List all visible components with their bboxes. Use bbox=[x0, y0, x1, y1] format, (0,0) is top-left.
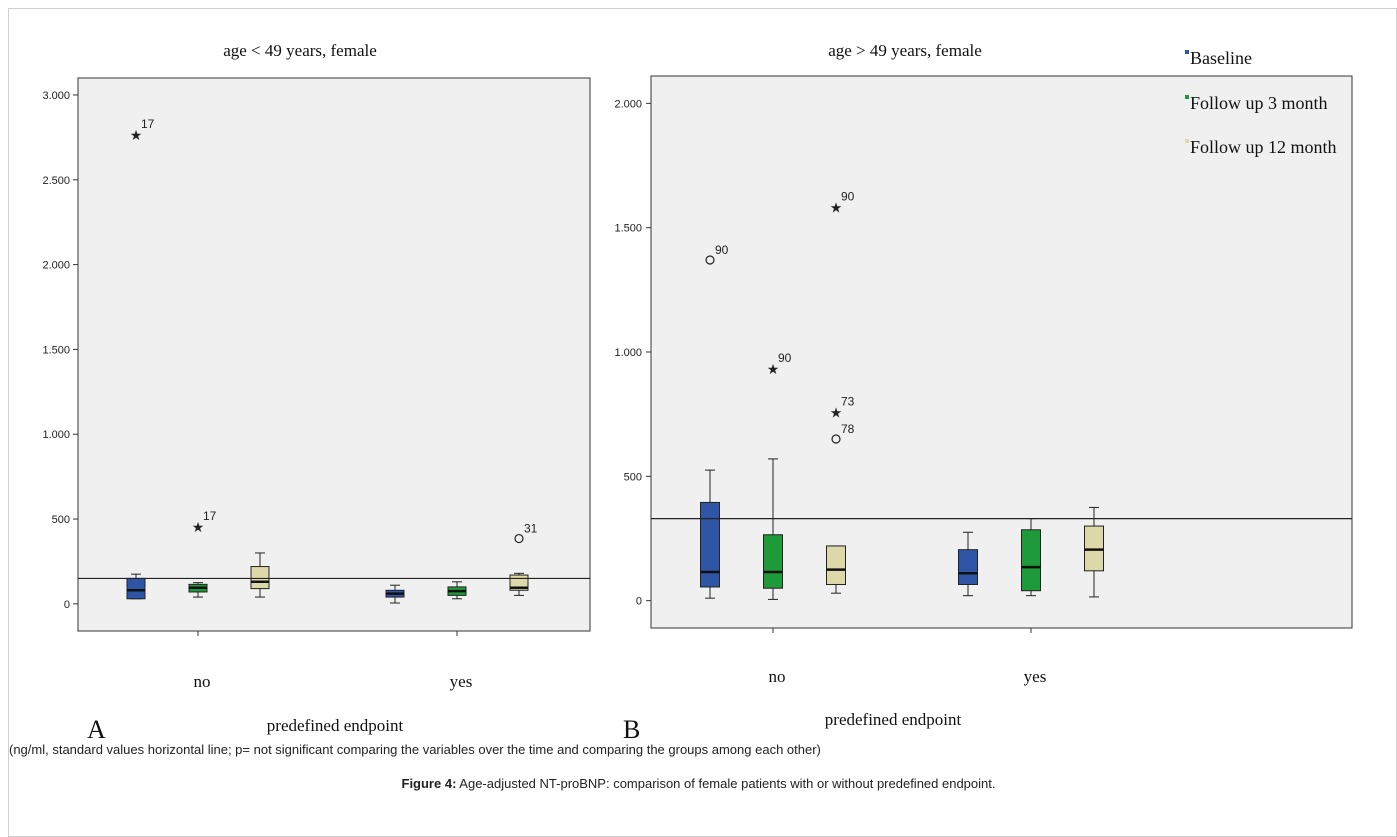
panel-a-category-label-yes: yes bbox=[450, 672, 473, 691]
caption-text: Age-adjusted NT-proBNP: comparison of fe… bbox=[456, 776, 996, 791]
panel-b-ytick-label: 2.000 bbox=[614, 98, 642, 110]
panel-a-plot-area bbox=[77, 77, 591, 632]
figure-note: (ng/ml, standard values horizontal line;… bbox=[9, 742, 821, 757]
panel-a-outlier-label: 31 bbox=[524, 522, 538, 536]
legend-swatch-1 bbox=[1185, 95, 1189, 99]
panel-b-title: age > 49 years, female bbox=[828, 41, 982, 60]
legend-swatch-2 bbox=[1185, 139, 1189, 143]
panel-b-outlier-star: ★ bbox=[830, 200, 843, 216]
panel-a-box-follow-up-12-month-no bbox=[250, 566, 270, 590]
panel-a-ytick-label: 3.000 bbox=[42, 90, 70, 102]
caption-label: Figure 4: bbox=[401, 776, 457, 791]
legend-swatch-0 bbox=[1185, 50, 1189, 54]
figure-caption: Figure 4: Age-adjusted NT-proBNP: compar… bbox=[0, 776, 1397, 791]
panel-b-outlier-label: 73 bbox=[841, 395, 855, 409]
panel-b-box-baseline-no bbox=[700, 501, 720, 588]
panel-b-box-baseline-yes bbox=[958, 549, 978, 585]
legend-label-0: Baseline bbox=[1190, 48, 1252, 68]
panel-a-outlier-label: 17 bbox=[203, 509, 217, 523]
panel-b-ytick-label: 0 bbox=[636, 596, 642, 608]
panel-b-outlier-label: 78 bbox=[841, 422, 855, 436]
panel-b-box-follow-up-3-month-yes bbox=[1021, 529, 1041, 592]
panel-a-ytick-label: 2.000 bbox=[42, 260, 70, 272]
panel-b-category-label-no: no bbox=[769, 667, 786, 686]
panel-b-letter: B bbox=[623, 715, 640, 740]
panel-a-category-label-no: no bbox=[194, 672, 211, 691]
panel-a-letter: A bbox=[87, 715, 106, 740]
panel-a-outlier-circle bbox=[514, 533, 524, 544]
panel-b-box-follow-up-12-month-no bbox=[826, 545, 846, 585]
panel-b-outlier-star: ★ bbox=[830, 405, 843, 421]
panel-b-outlier-star: ★ bbox=[767, 361, 780, 377]
panel-a-outlier-star: ★ bbox=[130, 127, 143, 143]
panel-b-ytick-label: 1.500 bbox=[614, 223, 642, 235]
panel-b-outlier-label: 90 bbox=[778, 351, 792, 365]
panel-a-title: age < 49 years, female bbox=[223, 41, 377, 60]
panel-a-outlier-star: ★ bbox=[192, 519, 205, 535]
panel-a-ytick-label: 0 bbox=[64, 599, 70, 611]
panel-b-plot-area bbox=[650, 75, 1353, 629]
panel-b-outlier-label: 90 bbox=[715, 243, 729, 257]
panel-a-xlabel: predefined endpoint bbox=[267, 716, 404, 735]
legend-label-2: Follow up 12 month bbox=[1190, 137, 1337, 157]
panel-b-ytick-label: 1.000 bbox=[614, 347, 642, 359]
box-plot-figure: age < 49 years, female 0 500 1.000 1.500 2.00… bbox=[42, 41, 1353, 740]
panel-b-box-follow-up-3-month-no bbox=[763, 534, 783, 589]
panel-b-outlier-label: 90 bbox=[841, 190, 855, 204]
panel-a-ytick-label: 500 bbox=[52, 514, 70, 526]
panel-b-outlier-circle bbox=[831, 434, 841, 444]
panel-a-ytick-label: 2.500 bbox=[42, 175, 70, 187]
panel-a-box-baseline-no bbox=[126, 577, 146, 600]
panel-a-ytick-label: 1.500 bbox=[42, 344, 70, 356]
panel-a-ytick-label: 1.000 bbox=[42, 429, 70, 441]
panel-b-xlabel: predefined endpoint bbox=[825, 710, 962, 729]
panel-b-category-label-yes: yes bbox=[1024, 667, 1047, 686]
panel-a-outlier-label: 17 bbox=[141, 117, 155, 131]
panel-b-ytick-label: 500 bbox=[624, 471, 642, 483]
panel-b-outlier-circle bbox=[705, 255, 715, 265]
legend-label-1: Follow up 3 month bbox=[1190, 93, 1328, 113]
